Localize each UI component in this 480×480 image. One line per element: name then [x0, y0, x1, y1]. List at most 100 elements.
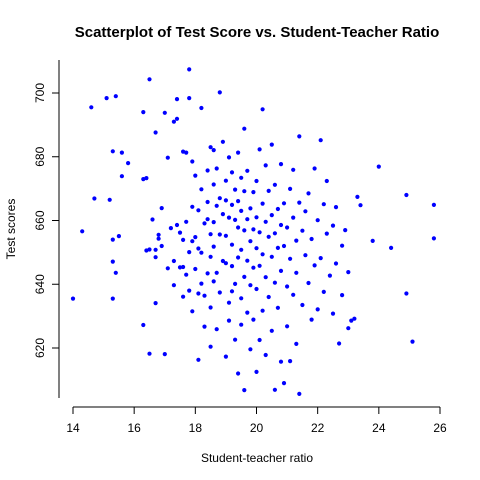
- data-point-236: [410, 339, 415, 344]
- data-point-79: [208, 145, 213, 150]
- data-point-81: [208, 254, 213, 259]
- data-point-222: [340, 243, 345, 248]
- data-point-114: [233, 217, 238, 222]
- data-point-143: [251, 227, 256, 232]
- data-point-87: [211, 279, 216, 284]
- data-point-64: [196, 208, 201, 213]
- data-point-111: [229, 264, 235, 269]
- data-point-109: [229, 202, 235, 207]
- data-point-149: [254, 286, 259, 292]
- data-point-56: [187, 250, 192, 255]
- data-point-117: [233, 281, 238, 286]
- data-point-49: [181, 264, 186, 270]
- data-point-121: [236, 199, 241, 204]
- data-point-166: [269, 254, 274, 259]
- data-point-154: [260, 201, 265, 206]
- data-point-198: [300, 228, 305, 233]
- data-point-76: [205, 217, 210, 222]
- data-point-228: [352, 316, 357, 321]
- data-point-131: [242, 274, 247, 279]
- data-point-108: [226, 318, 232, 323]
- data-point-84: [211, 182, 216, 187]
- data-point-70: [199, 187, 204, 192]
- data-point-104: [223, 178, 228, 183]
- data-point-89: [214, 203, 219, 208]
- data-point-73: [202, 221, 207, 226]
- data-point-133: [245, 217, 250, 222]
- data-point-10: [113, 94, 118, 99]
- data-point-231: [370, 238, 375, 243]
- y-axis-ticks: 620 640 660 680 700: [33, 83, 59, 358]
- data-point-37: [168, 226, 173, 231]
- data-point-230: [358, 203, 363, 208]
- data-point-65: [196, 291, 201, 296]
- data-point-201: [303, 253, 308, 258]
- data-point-164: [266, 294, 271, 300]
- data-point-224: [343, 228, 348, 233]
- data-point-120: [236, 255, 241, 260]
- data-point-52: [184, 219, 189, 224]
- data-point-205: [309, 236, 314, 242]
- data-point-233: [389, 245, 394, 250]
- data-point-80: [208, 232, 213, 237]
- data-point-180: [281, 201, 287, 206]
- data-point-157: [260, 308, 265, 313]
- data-point-7: [110, 296, 115, 301]
- data-point-159: [263, 275, 268, 280]
- x-tick-label: 16: [127, 421, 141, 435]
- data-point-50: [184, 272, 189, 277]
- data-point-29: [156, 236, 161, 241]
- data-point-194: [294, 341, 299, 346]
- data-point-238: [431, 236, 436, 241]
- data-point-92: [214, 166, 219, 171]
- x-tick-label: 14: [66, 421, 80, 435]
- data-point-119: [236, 225, 241, 230]
- data-point-41: [174, 97, 180, 102]
- data-point-93: [217, 232, 222, 237]
- data-point-123: [239, 208, 244, 213]
- data-point-232: [376, 164, 381, 169]
- data-point-86: [211, 148, 216, 153]
- data-point-179: [278, 162, 284, 167]
- data-point-156: [260, 252, 265, 257]
- data-point-53: [187, 288, 192, 293]
- data-point-146: [254, 246, 259, 251]
- y-tick-label: 700: [33, 83, 47, 103]
- data-point-61: [193, 173, 198, 178]
- data-point-1: [80, 229, 85, 234]
- data-point-113: [229, 289, 235, 294]
- data-point-68: [199, 281, 204, 286]
- data-point-22: [147, 247, 152, 252]
- data-point-208: [315, 218, 320, 223]
- data-point-100: [223, 261, 228, 266]
- data-point-42: [174, 116, 180, 121]
- data-point-23: [147, 351, 152, 356]
- data-point-32: [159, 243, 164, 249]
- x-tick-label: 26: [433, 421, 447, 435]
- data-point-51: [184, 150, 189, 155]
- data-point-58: [190, 239, 195, 244]
- data-point-94: [217, 196, 222, 201]
- data-point-169: [272, 231, 277, 236]
- data-point-217: [330, 223, 336, 228]
- data-point-162: [266, 234, 271, 239]
- data-point-130: [242, 228, 247, 233]
- data-point-221: [337, 341, 342, 346]
- data-point-145: [254, 215, 259, 220]
- data-point-55: [187, 67, 192, 72]
- data-point-132: [242, 189, 247, 194]
- data-point-137: [248, 239, 253, 244]
- data-point-153: [257, 337, 262, 343]
- data-point-8: [110, 149, 115, 154]
- data-point-196: [297, 134, 302, 139]
- data-point-234: [404, 192, 409, 198]
- data-point-190: [291, 292, 296, 297]
- data-point-186: [288, 186, 293, 191]
- data-point-142: [251, 265, 256, 270]
- data-point-207: [312, 263, 317, 268]
- data-point-223: [340, 293, 345, 298]
- data-point-57: [190, 204, 195, 209]
- data-point-25: [153, 255, 158, 260]
- data-points: [70, 67, 436, 396]
- data-point-82: [208, 305, 213, 310]
